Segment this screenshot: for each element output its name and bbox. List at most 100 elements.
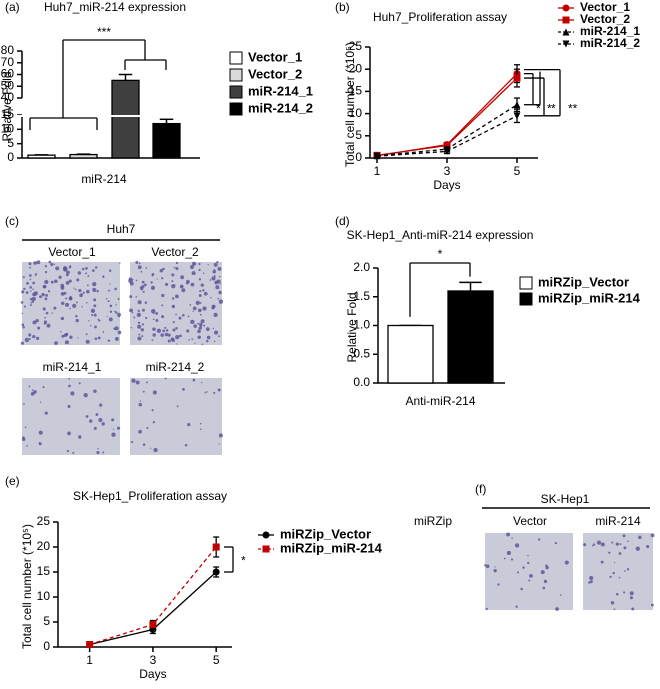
bar [27,154,56,159]
colony [650,533,655,538]
colony [31,389,34,391]
colony [511,537,513,539]
colony [194,342,196,344]
colony [144,283,147,287]
chart-title: SK-Hep1_Anti-miR-214 expression [347,228,534,242]
colony [198,268,201,272]
annotation: *** [97,25,111,39]
colony [145,316,148,320]
colony [77,337,79,339]
x-tick-label: miR-214 [81,172,127,186]
colony [178,316,182,320]
colony [218,290,222,295]
colony [68,384,71,388]
colony [29,286,32,289]
colony [115,311,118,314]
y-tick-label: 2.0 [353,260,370,274]
colony [114,326,119,331]
colony [20,301,24,304]
colony [53,306,57,310]
colony [42,307,46,311]
colony [85,415,89,418]
colony [63,333,68,337]
colony [33,390,37,394]
colony [77,271,82,275]
colony [76,278,80,282]
colony [93,304,97,308]
colony [506,532,510,537]
colony [91,314,94,317]
colony [171,297,175,300]
colony [494,566,496,568]
colony [21,290,25,294]
colony [203,324,206,327]
chart-title: SK-Hep1_Proliferation assay [73,489,227,503]
colony [60,331,62,333]
colony [218,299,224,304]
colony [176,343,178,345]
colony [485,607,488,611]
colony [199,322,203,327]
colony [187,315,190,318]
colony [135,260,139,264]
annotation: ** [568,101,578,115]
colony [591,544,594,547]
colony [43,293,45,296]
colony [98,418,103,423]
colony-image [583,533,653,610]
colony [43,320,48,324]
colony [81,293,83,295]
colony [141,335,144,338]
colony [107,339,111,342]
colony [156,278,158,280]
colony [514,543,520,548]
colony [200,325,202,328]
colony [65,281,70,285]
colony [34,273,38,276]
colony [596,540,602,545]
colony [174,284,176,286]
colony [37,326,41,330]
colony [108,317,113,322]
colony [600,560,604,564]
colony [198,262,201,266]
colony [99,403,103,407]
colony [624,570,626,572]
bar [387,324,434,384]
legend-label: miRZip_miR-214 [538,290,641,305]
colony [190,319,195,325]
colony [629,591,634,596]
colony [138,429,143,434]
colony [93,298,97,302]
x-tick-label: 1 [86,653,93,667]
colony [109,283,111,285]
colony [75,314,78,318]
colony [219,299,221,301]
colony [114,310,116,313]
colony [85,339,90,344]
colony [202,272,205,274]
colony [69,297,73,301]
panel-title: Huh7 [107,222,136,236]
colony [200,319,205,324]
colony [600,542,605,547]
colony [21,437,26,442]
colony [69,307,71,310]
colony [70,391,75,396]
colony [610,601,615,605]
colony [92,287,94,290]
colony [44,411,48,415]
colony [28,337,31,340]
colony [527,561,530,565]
x-tick-label: 5 [213,653,220,667]
colony [67,404,71,408]
colony [191,338,194,341]
colony [66,270,70,275]
colony-image [22,378,120,455]
colony [618,576,621,579]
colony [527,554,529,557]
point [443,147,451,155]
colony [612,571,616,575]
colony [24,426,27,428]
legend-swatch [519,276,533,290]
